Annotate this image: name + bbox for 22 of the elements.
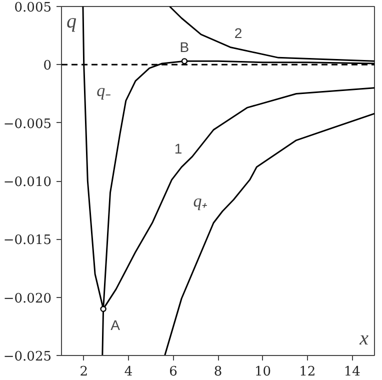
y-tick-label: −0.020 <box>3 291 52 306</box>
y-axis-title: q <box>66 10 76 32</box>
y-tick-label: −0.025 <box>3 350 52 364</box>
annotation: A <box>110 316 121 333</box>
x-tick-label: 10 <box>254 364 271 380</box>
x-tick-label: 2 <box>80 364 88 380</box>
x-tick-label: 4 <box>124 364 133 380</box>
y-tick-label: −0.010 <box>3 175 52 190</box>
x-tick-label: 12 <box>299 364 316 380</box>
annotation: B <box>180 39 190 56</box>
annotation: 2 <box>234 25 242 42</box>
annotation: q₋ <box>96 81 112 100</box>
y-tick-label: 0.005 <box>14 0 52 16</box>
y-tick-label: −0.015 <box>3 233 52 248</box>
y-tick-label: 0 <box>43 58 52 74</box>
x-axis-title: x <box>358 328 369 350</box>
x-tick-label: 8 <box>214 364 222 380</box>
y-tick-label: −0.005 <box>3 116 52 132</box>
x-tick-label: 14 <box>344 364 360 380</box>
annotation: q₊ <box>193 192 208 211</box>
annotation: 1 <box>174 140 182 157</box>
x-tick-label: 6 <box>169 364 178 380</box>
